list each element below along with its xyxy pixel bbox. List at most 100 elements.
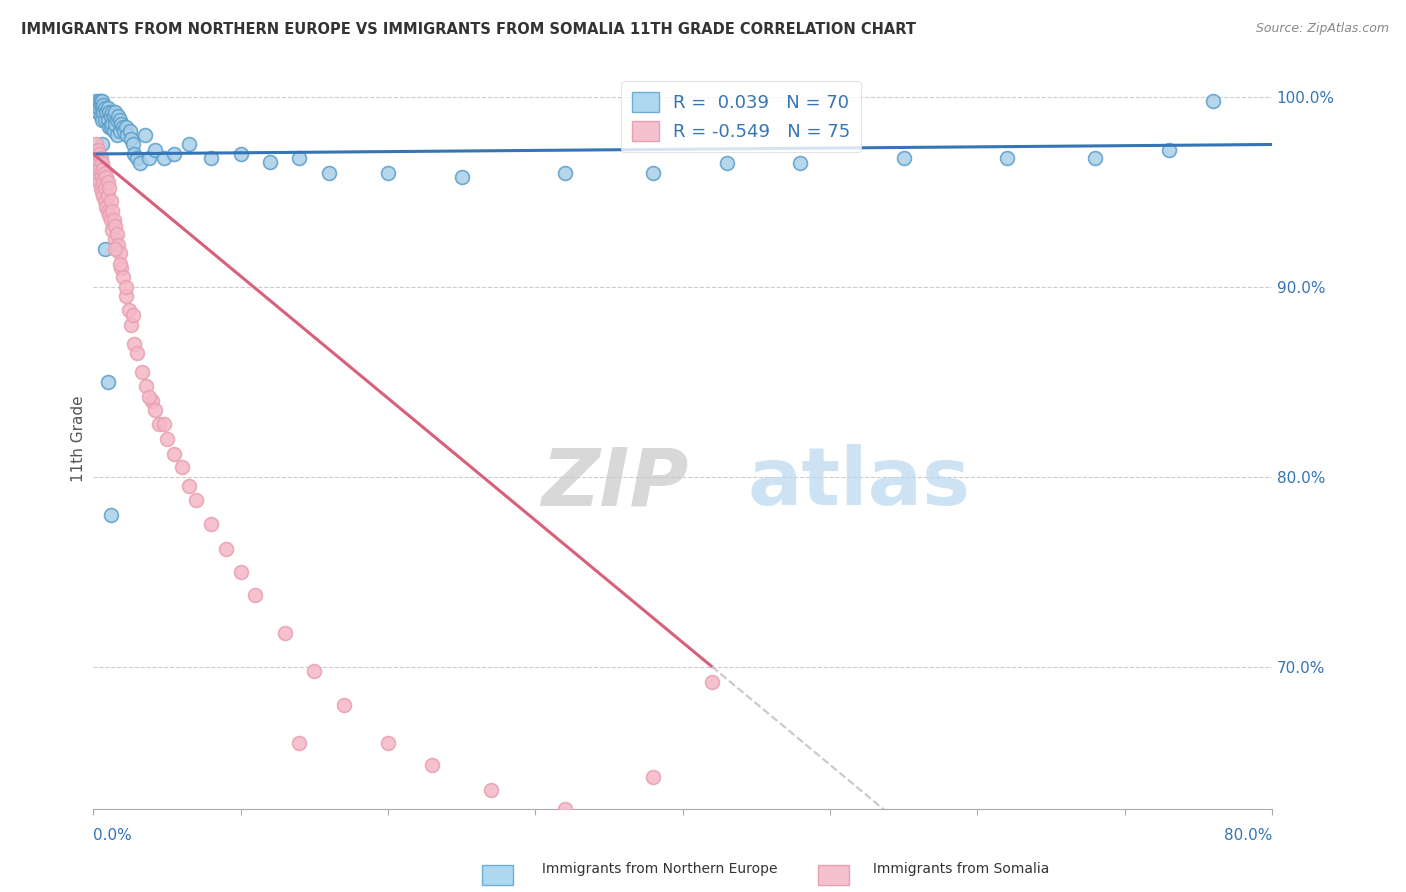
Point (86, 105, 108, 120)
Point (143, 403, 166, 417)
Point (332, 698, 354, 712)
Point (84, 137, 107, 152)
Point (186, 492, 208, 507)
Point (93, 188, 115, 202)
Point (87, 176, 110, 190)
Point (641, 770, 664, 784)
Point (83, 151, 105, 165)
Point (200, 151, 222, 165)
Point (87, 147, 110, 161)
Point (134, 128, 156, 142)
Point (90, 94, 112, 108)
Point (86, 169, 108, 184)
Point (98, 208, 121, 222)
Point (420, 758, 443, 772)
Point (995, 151, 1018, 165)
Point (101, 117, 124, 131)
Point (153, 151, 176, 165)
Text: Source: ZipAtlas.com: Source: ZipAtlas.com (1256, 22, 1389, 36)
Point (94, 166, 117, 180)
Point (97, 188, 120, 202)
Text: 0.0%: 0.0% (93, 828, 132, 843)
Point (117, 302, 139, 317)
Point (111, 270, 134, 285)
Point (98, 120, 121, 135)
Point (110, 117, 132, 131)
Point (91, 102, 114, 116)
Point (97, 102, 120, 116)
Point (90, 181, 112, 195)
Point (700, 674, 723, 689)
Point (450, 169, 472, 184)
Point (90, 97, 112, 112)
Point (479, 783, 502, 797)
Point (87, 162, 110, 177)
Point (93, 162, 115, 177)
Point (93, 105, 115, 120)
Point (108, 245, 131, 260)
Point (177, 479, 200, 493)
Point (91, 112, 114, 127)
Point (97, 112, 120, 127)
Point (121, 132, 143, 146)
Point (1084, 151, 1107, 165)
Point (107, 109, 129, 123)
Point (90, 109, 112, 123)
Point (91, 94, 114, 108)
Point (105, 227, 128, 241)
Point (96, 200, 118, 214)
Point (288, 151, 311, 165)
Point (108, 124, 131, 138)
Point (101, 105, 124, 120)
Text: Immigrants from Northern Europe: Immigrants from Northern Europe (520, 862, 778, 876)
Point (84, 162, 107, 177)
Point (124, 337, 146, 351)
Point (141, 393, 163, 408)
Text: atlas: atlas (748, 444, 970, 523)
Point (107, 238, 129, 252)
Point (131, 365, 153, 379)
Point (105, 112, 128, 127)
Point (115, 128, 138, 142)
Point (138, 151, 160, 165)
Point (229, 147, 252, 161)
Point (91, 185, 114, 199)
Point (148, 417, 170, 431)
Point (104, 105, 127, 120)
Point (111, 120, 134, 135)
Point (97, 176, 120, 190)
Point (100, 194, 122, 209)
Point (104, 232, 127, 246)
Point (104, 117, 127, 131)
Point (177, 137, 200, 152)
Point (101, 203, 124, 218)
Point (245, 588, 267, 602)
Point (143, 143, 166, 157)
Point (110, 260, 132, 275)
Point (86, 156, 108, 170)
Point (215, 541, 238, 556)
Legend: R =  0.039   N = 70, R = -0.549   N = 75: R = 0.039 N = 70, R = -0.549 N = 75 (621, 81, 862, 152)
Point (100, 213, 122, 227)
Point (129, 156, 152, 170)
Point (153, 417, 176, 431)
Point (86, 143, 108, 157)
Point (274, 625, 297, 640)
Point (259, 154, 281, 169)
Point (893, 151, 915, 165)
Point (96, 169, 118, 184)
Point (789, 156, 811, 170)
Point (554, 166, 576, 180)
Point (114, 120, 136, 135)
Point (94, 102, 117, 116)
Point (114, 289, 136, 303)
Point (288, 736, 311, 750)
Point (127, 151, 149, 165)
Point (94, 112, 117, 127)
Point (94, 242, 117, 256)
Point (641, 166, 664, 180)
Point (91, 156, 114, 170)
Point (84, 94, 107, 108)
Point (108, 257, 131, 271)
Point (104, 219, 127, 234)
